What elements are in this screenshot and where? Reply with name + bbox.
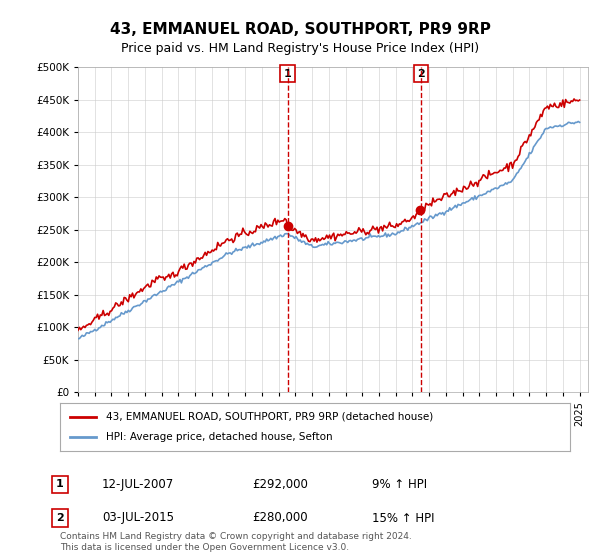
Text: 1: 1 xyxy=(284,69,292,79)
Text: Price paid vs. HM Land Registry's House Price Index (HPI): Price paid vs. HM Land Registry's House … xyxy=(121,42,479,55)
Text: 12-JUL-2007: 12-JUL-2007 xyxy=(102,478,174,491)
Text: 9% ↑ HPI: 9% ↑ HPI xyxy=(372,478,427,491)
Text: 2: 2 xyxy=(417,69,425,79)
Text: £292,000: £292,000 xyxy=(252,478,308,491)
Text: £280,000: £280,000 xyxy=(252,511,308,525)
Text: 43, EMMANUEL ROAD, SOUTHPORT, PR9 9RP: 43, EMMANUEL ROAD, SOUTHPORT, PR9 9RP xyxy=(110,22,490,38)
Text: 43, EMMANUEL ROAD, SOUTHPORT, PR9 9RP (detached house): 43, EMMANUEL ROAD, SOUTHPORT, PR9 9RP (d… xyxy=(106,412,433,422)
Text: 15% ↑ HPI: 15% ↑ HPI xyxy=(372,511,434,525)
Text: HPI: Average price, detached house, Sefton: HPI: Average price, detached house, Seft… xyxy=(106,432,332,442)
Text: 2: 2 xyxy=(56,513,64,523)
Text: Contains HM Land Registry data © Crown copyright and database right 2024.
This d: Contains HM Land Registry data © Crown c… xyxy=(60,532,412,552)
Text: 03-JUL-2015: 03-JUL-2015 xyxy=(102,511,174,525)
Text: 1: 1 xyxy=(56,479,64,489)
